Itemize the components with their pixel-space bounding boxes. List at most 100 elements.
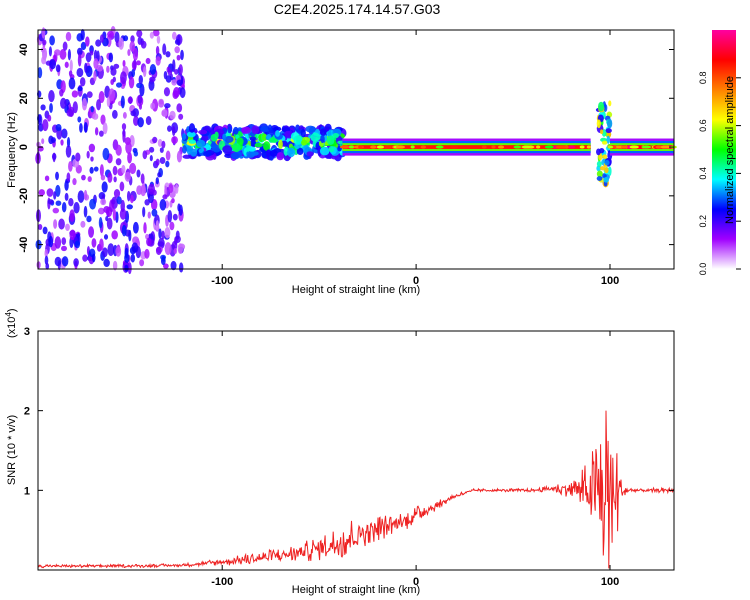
spectrogram-cell [142, 150, 148, 160]
spectrogram-cell [111, 230, 118, 240]
spectrogram-cell [144, 199, 150, 206]
spectrogram-cell [155, 56, 161, 66]
spectrogram-cell [47, 199, 54, 205]
spectrogram-cell [90, 156, 94, 162]
spectrogram-cell [99, 164, 104, 177]
spectrogram-cell [76, 67, 84, 78]
spectrogram-cell [263, 141, 271, 151]
spectrogram-cell [450, 145, 459, 149]
spectrogram-cell [54, 256, 62, 267]
spectrogram-cell [203, 150, 212, 157]
spectrogram-cell [162, 194, 168, 200]
spectrogram-cell [201, 134, 209, 142]
spectrogram-cell [140, 40, 147, 49]
spectrogram-cell [159, 199, 167, 211]
spectrogram-cell [152, 29, 160, 37]
spectrogram-cell [395, 145, 406, 149]
spectrogram-cell [65, 31, 72, 42]
spectrogram-cell [629, 145, 639, 149]
spectrogram-cell [95, 39, 102, 47]
spectrogram-cell [99, 34, 104, 43]
spectrogram-cell [69, 229, 76, 241]
spectrogram-cell [176, 79, 183, 86]
spectrogram-cell [212, 144, 222, 153]
spectrogram-cell [86, 150, 90, 159]
spectrogram-cell [597, 101, 605, 112]
spectrogram-cell [137, 94, 143, 104]
spectrogram-cell [72, 101, 78, 114]
spectrogram-cell [68, 77, 76, 90]
spectrogram-cell [55, 171, 59, 181]
spectrogram-cell [599, 166, 606, 171]
spectrogram-cell [174, 39, 181, 45]
spectrogram-cell [146, 237, 152, 247]
spectrogram-cell [167, 69, 173, 76]
spectrogram-cell [300, 129, 306, 138]
spectrogram-cell [115, 144, 122, 156]
spectrogram-cell [93, 166, 99, 172]
spectrogram-cell [106, 217, 113, 230]
spectrogram-cell [142, 180, 146, 194]
spectrogram-cell [236, 137, 244, 146]
spectrogram-cell [152, 136, 158, 144]
spectrogram-cell [126, 190, 131, 202]
spectrogram-cell [172, 59, 176, 73]
spectrogram-cell [435, 145, 444, 149]
spectrogram-cell [137, 117, 144, 128]
spectrogram-cell [92, 113, 99, 120]
spectrogram-cell [606, 118, 613, 129]
spectrogram-cell [358, 145, 363, 149]
spectrogram-cell [138, 103, 143, 110]
x-tick-label: 100 [601, 275, 619, 287]
snr-panel: 1 2 3 -100 0 100 Height of straight line (km… [4, 308, 675, 596]
spectrogram-cell [46, 188, 54, 197]
spectrogram-cell [93, 58, 99, 70]
spectrogram-cell [275, 130, 280, 137]
spectrogram-cell [158, 237, 165, 249]
spectrogram-cell [155, 45, 160, 56]
spectrogram-cell [140, 173, 145, 184]
y-tick-label: 40 [18, 43, 30, 55]
spectrogram-cell [188, 139, 197, 144]
spectrogram-cell [169, 221, 175, 231]
spectrogram-cell [251, 125, 260, 135]
spectrogram-cell [100, 174, 106, 181]
spectrogram-cell [48, 46, 52, 57]
spectrogram-cell [83, 189, 88, 201]
spectrogram-cell [41, 56, 47, 65]
spectrogram-cell [42, 39, 47, 46]
spectrogram-cell [232, 143, 241, 153]
spectrogram-x-ticks: -100 0 100 [211, 30, 619, 287]
spectrogram-cell [64, 61, 69, 68]
spectrogram-cell [36, 261, 41, 269]
spectrogram-cell [112, 260, 118, 271]
spectrogram-cell [60, 139, 64, 146]
spectrogram-cell [284, 130, 292, 138]
spectrogram-cell [66, 137, 71, 148]
spectrogram-cell [131, 60, 137, 70]
spectrogram-cell [44, 175, 50, 182]
spectrogram-cell [58, 218, 65, 230]
spectrogram-cell [55, 123, 62, 132]
spectrogram-cell [383, 145, 393, 149]
spectrogram-cell [601, 173, 607, 179]
spectrogram-cell [54, 49, 61, 56]
spectrogram-cell [82, 254, 88, 262]
spectrogram-cell [53, 219, 58, 229]
spectrogram-cell [44, 255, 49, 266]
snr-x-ticks: -100 0 100 [211, 331, 619, 588]
spectrogram-cell [55, 184, 61, 197]
spectrogram-cell [49, 35, 55, 46]
spectrogram-cell [149, 155, 153, 162]
spectrogram-cell [319, 128, 327, 137]
spectrogram-cell [161, 140, 166, 149]
spectrogram-cell [155, 246, 162, 255]
spectrogram-cell [227, 126, 232, 134]
spectrogram-cell [48, 90, 55, 103]
spectrogram-cell [74, 240, 81, 249]
spectrogram-cell [173, 247, 178, 254]
spectrogram-cell [133, 150, 139, 157]
spectrogram-cell [129, 194, 134, 204]
spectrogram-cell [135, 60, 141, 66]
spectrogram-cell [89, 166, 94, 174]
